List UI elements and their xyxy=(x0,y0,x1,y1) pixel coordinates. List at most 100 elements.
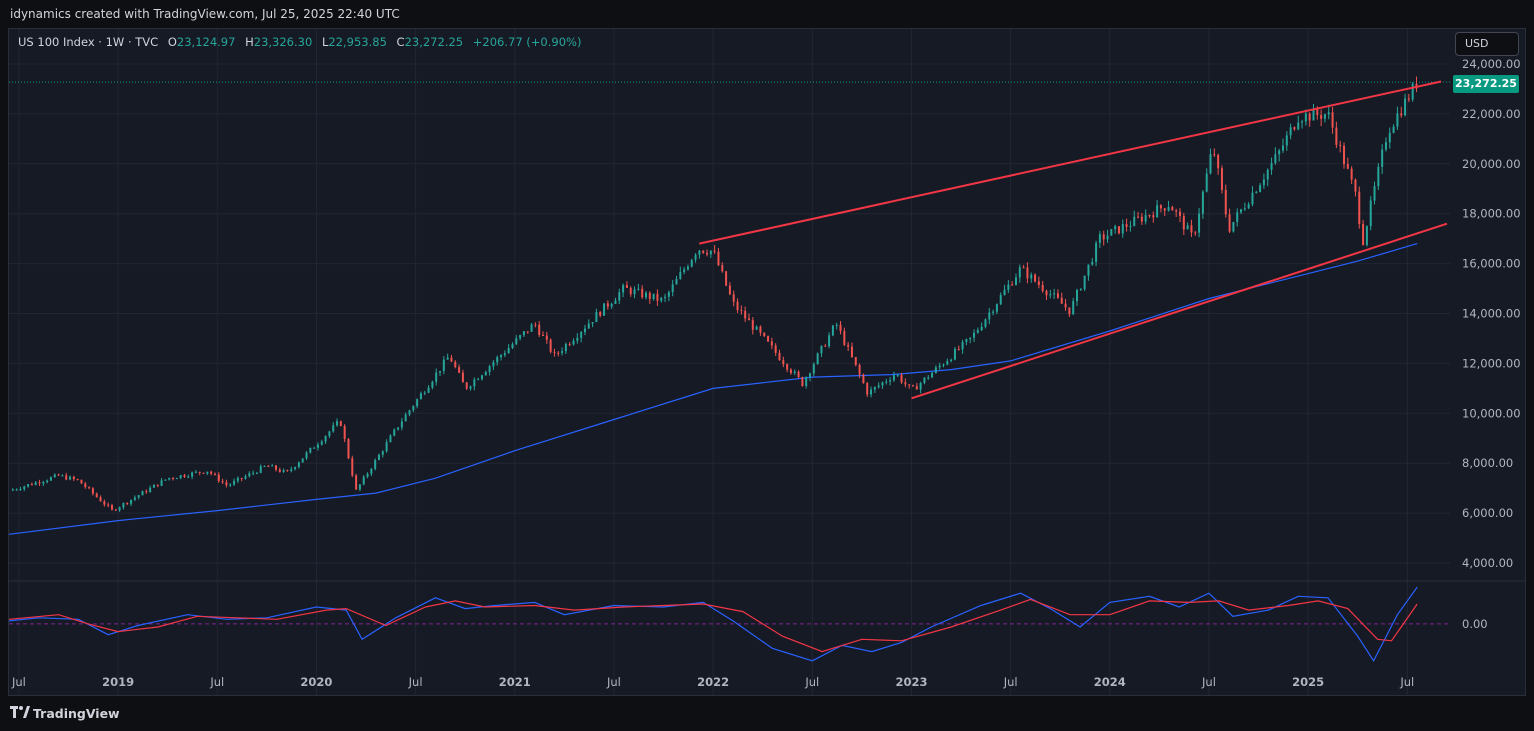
candle xyxy=(767,335,770,343)
candle xyxy=(1411,82,1414,102)
candle-body xyxy=(278,469,281,472)
candle xyxy=(881,381,884,389)
candle-body xyxy=(1041,284,1044,291)
candle-body xyxy=(534,324,537,326)
candle xyxy=(194,470,197,474)
candle xyxy=(1159,204,1162,213)
time-tick-label: Jul xyxy=(1003,675,1018,689)
candle-body xyxy=(564,344,567,352)
candle xyxy=(416,398,419,409)
candle-body xyxy=(61,475,64,477)
candle-body xyxy=(492,362,495,367)
candle-body xyxy=(522,331,525,336)
candle-body xyxy=(332,425,335,432)
candle-body xyxy=(999,295,1002,305)
candle xyxy=(1335,121,1338,149)
candle-body xyxy=(69,476,72,480)
candle xyxy=(19,486,22,491)
symbol-label[interactable]: US 100 Index · 1W · TVC xyxy=(18,35,159,49)
candle xyxy=(1171,205,1174,211)
candle xyxy=(946,358,949,366)
candle-body xyxy=(950,359,953,362)
candle-body xyxy=(1316,109,1319,116)
candle-body xyxy=(820,345,823,354)
candle xyxy=(1076,288,1079,306)
candle xyxy=(511,342,514,350)
candle xyxy=(1240,208,1243,215)
candle xyxy=(126,502,129,506)
candle xyxy=(1102,230,1105,246)
candle xyxy=(1140,213,1143,225)
candle-body xyxy=(1270,163,1273,170)
candle-body xyxy=(267,465,270,467)
candle-body xyxy=(732,294,735,302)
candle-body xyxy=(1327,112,1330,115)
candle-body xyxy=(412,406,415,411)
candle xyxy=(80,479,83,484)
candle xyxy=(778,349,781,361)
candle-body xyxy=(240,478,243,480)
candle-body xyxy=(1110,229,1113,236)
candle-body xyxy=(843,331,846,345)
high-value: 23,326.30 xyxy=(253,35,313,49)
candle xyxy=(61,474,64,477)
candle xyxy=(1125,218,1128,232)
candle-body xyxy=(374,459,377,469)
candle xyxy=(210,470,213,476)
candle xyxy=(57,473,60,476)
candle xyxy=(1186,222,1189,230)
candle xyxy=(400,417,403,431)
candle-body xyxy=(953,348,956,360)
currency-button[interactable]: USD xyxy=(1455,32,1519,56)
candle-body xyxy=(1102,234,1105,240)
candle xyxy=(950,358,953,363)
candle-body xyxy=(1014,277,1017,285)
candle-body xyxy=(896,374,899,376)
candle xyxy=(358,484,361,492)
candle-body xyxy=(603,303,606,316)
candle xyxy=(1392,124,1395,134)
candle-body xyxy=(458,367,461,373)
candle xyxy=(336,418,339,427)
candle xyxy=(439,371,442,377)
footer: TradingView xyxy=(0,697,1534,731)
candle-body xyxy=(15,489,18,491)
candle-body xyxy=(126,503,129,505)
candle xyxy=(393,428,396,437)
candle xyxy=(744,306,747,323)
candle xyxy=(847,342,850,351)
candle-body xyxy=(717,251,720,266)
candle-body xyxy=(57,474,60,476)
candle-body xyxy=(881,382,884,386)
candle xyxy=(911,384,914,387)
candle-body xyxy=(870,389,873,395)
candle-body xyxy=(95,493,98,498)
candle-body xyxy=(850,346,853,358)
candle-body xyxy=(576,337,579,341)
candle xyxy=(1190,219,1193,237)
candle-body xyxy=(744,310,747,319)
candle xyxy=(553,348,556,357)
candle xyxy=(221,478,224,484)
candle xyxy=(1178,208,1181,223)
candle xyxy=(988,307,991,325)
time-tick-label: Jul xyxy=(1399,675,1414,689)
candle-body xyxy=(1331,112,1334,128)
candle xyxy=(328,430,331,439)
candle xyxy=(404,412,407,422)
candle xyxy=(839,320,842,335)
candle-body xyxy=(393,429,396,436)
candle-body xyxy=(84,483,87,488)
candle-body xyxy=(553,351,556,353)
candle-body xyxy=(927,377,930,379)
candle xyxy=(667,290,670,302)
candle-body xyxy=(919,382,922,390)
candle-body xyxy=(938,365,941,368)
chart-frame[interactable] xyxy=(8,28,1526,696)
candle-body xyxy=(336,421,339,426)
candle-body xyxy=(76,479,79,481)
candle-body xyxy=(1178,211,1181,216)
candle-body xyxy=(549,339,552,352)
candle-body xyxy=(316,444,319,448)
